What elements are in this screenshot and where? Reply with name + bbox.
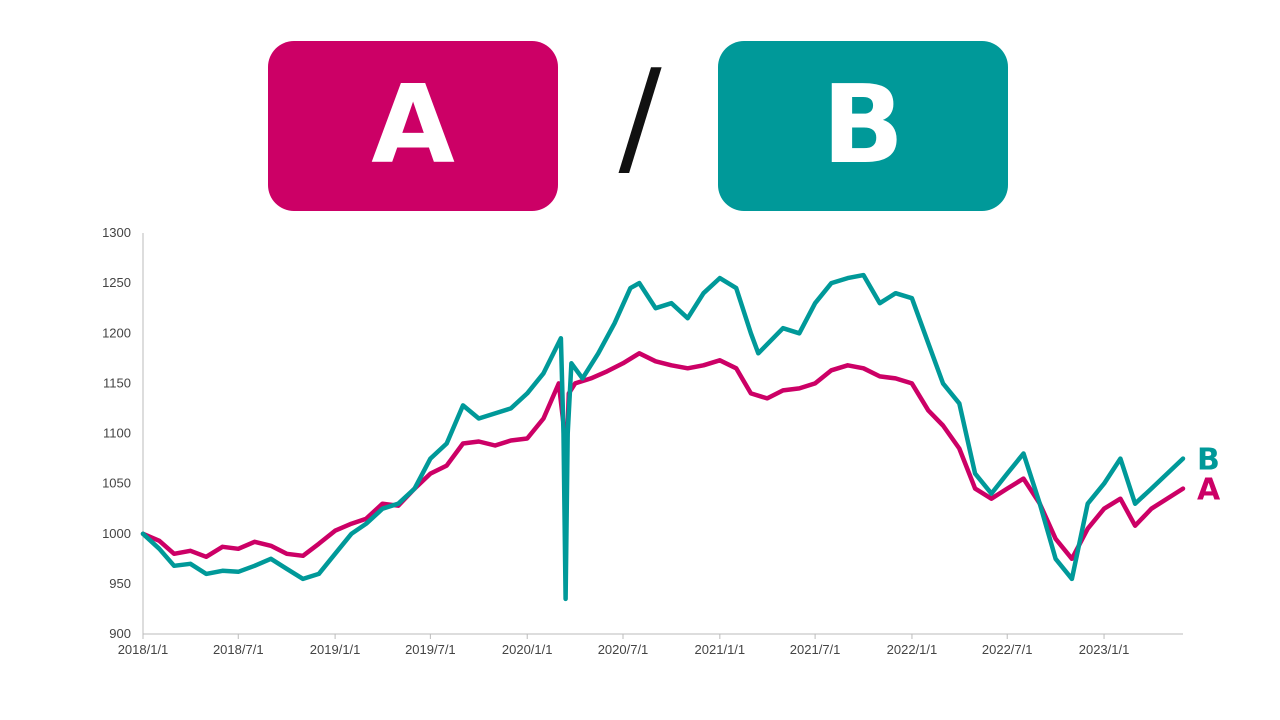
x-tick-label: 2023/1/1: [1079, 642, 1130, 657]
y-tick-label: 1000: [102, 526, 131, 541]
y-tick-label: 1150: [103, 375, 131, 390]
x-tick-label: 2019/1/1: [310, 642, 361, 657]
x-tick-label: 2020/1/1: [502, 642, 553, 657]
series-line-a: [140, 351, 1186, 562]
series-a-title-label: A: [371, 63, 455, 188]
chart-series: [140, 272, 1186, 602]
x-tick-label: 2019/7/1: [405, 642, 456, 657]
x-tick-label: 2018/1/1: [118, 642, 169, 657]
x-tick-label: 2021/7/1: [790, 642, 841, 657]
y-tick-label: 1300: [102, 225, 131, 240]
x-tick-label: 2022/1/1: [887, 642, 938, 657]
y-tick-label: 900: [109, 626, 131, 641]
y-tick-label: 950: [109, 576, 131, 591]
y-tick-label: 1200: [102, 325, 131, 340]
series-end-label-a: A: [1197, 473, 1221, 508]
series-b-title-label: B: [821, 63, 905, 188]
chart-axes: 900 950 1000 1050 1100 1150 1200 1250 1300 2018/1…: [102, 225, 1183, 657]
series-a-title-tile: A: [268, 41, 558, 211]
series-line-b: [140, 272, 1186, 602]
versus-separator: /: [618, 43, 662, 192]
x-tick-label: 2021/1/1: [695, 642, 746, 657]
chart-end-labels: AB: [1197, 443, 1221, 508]
series-end-label-b: B: [1197, 443, 1220, 478]
x-tick-label: 2020/7/1: [598, 642, 649, 657]
y-tick-label: 1050: [102, 476, 131, 491]
series-b-title-tile: B: [718, 41, 1008, 211]
x-tick-label: 2022/7/1: [982, 642, 1033, 657]
y-tick-label: 1100: [103, 426, 131, 441]
y-tick-label: 1250: [102, 275, 131, 290]
x-tick-label: 2018/7/1: [213, 642, 264, 657]
